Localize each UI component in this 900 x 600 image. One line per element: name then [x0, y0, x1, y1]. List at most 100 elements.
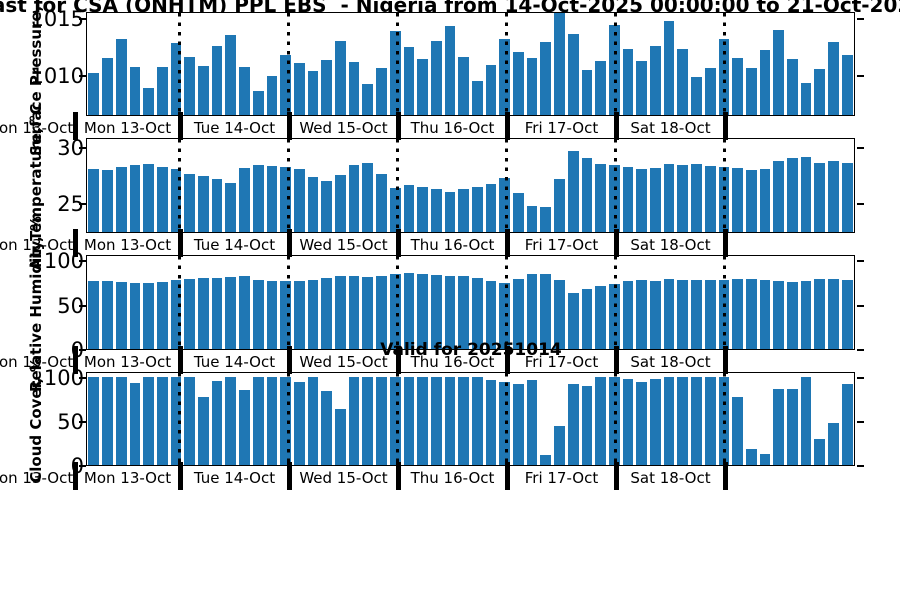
bar	[403, 377, 415, 465]
bar	[362, 84, 374, 115]
bar	[293, 169, 305, 232]
bar	[184, 173, 196, 232]
plot-area-2	[87, 139, 854, 232]
y-tick-mark-left	[79, 74, 86, 77]
y-tick-mark-right	[857, 202, 864, 205]
day-label: Tue 14-Oct	[193, 469, 276, 487]
bar	[677, 48, 689, 115]
day-label: Fri 17-Oct	[524, 353, 599, 371]
bar	[348, 164, 360, 232]
bar	[636, 381, 648, 465]
bar	[787, 58, 798, 115]
bar	[417, 58, 428, 115]
bar	[239, 66, 250, 115]
bar	[88, 377, 100, 465]
bar	[485, 183, 497, 232]
bar	[636, 169, 648, 232]
bar	[471, 278, 483, 349]
bar	[430, 377, 442, 465]
day-label: Mon 13-Oct	[83, 353, 172, 371]
day-boundary-tick	[72, 229, 78, 257]
bar	[759, 49, 771, 115]
bar	[581, 288, 593, 349]
bar	[650, 46, 661, 115]
bar	[376, 275, 387, 349]
axes-1	[86, 12, 855, 116]
bar	[745, 68, 757, 115]
bar	[526, 57, 538, 115]
bar	[636, 279, 648, 349]
bar	[581, 70, 593, 115]
bar	[335, 408, 346, 465]
bar	[211, 46, 223, 115]
bar	[650, 168, 661, 232]
day-boundary-tick	[722, 462, 728, 490]
axes-2	[86, 138, 855, 233]
y-tick-mark-right	[857, 421, 864, 424]
day-boundary-tick	[613, 112, 619, 140]
day-boundary-tick	[72, 112, 78, 140]
bar	[321, 60, 333, 115]
bar	[156, 377, 168, 465]
bar	[102, 57, 113, 115]
day-boundary-gridline	[178, 373, 181, 465]
bar	[622, 167, 634, 232]
bar	[800, 82, 812, 115]
y-tick-mark-left	[79, 377, 86, 380]
day-label: Tue 14-Oct	[193, 236, 276, 254]
bar	[841, 55, 853, 115]
y-tick-mark-left	[79, 146, 86, 149]
day-label: Fri 17-Oct	[524, 469, 599, 487]
bar	[745, 279, 757, 349]
y-tick-mark-left	[79, 421, 86, 424]
day-boundary-gridline	[396, 373, 399, 465]
bar	[458, 56, 470, 115]
bar	[170, 279, 182, 349]
bar	[430, 40, 442, 115]
bar	[841, 383, 853, 465]
bar	[650, 379, 661, 465]
day-boundary-gridline	[396, 256, 399, 349]
bar	[691, 163, 702, 232]
day-boundary-tick	[613, 462, 619, 490]
bar	[595, 61, 606, 115]
day-label: Thu 16-Oct	[410, 119, 495, 137]
bar	[513, 52, 524, 115]
day-label-clipped: Mon 13-Oct	[0, 469, 74, 487]
bar	[417, 377, 428, 465]
bar	[307, 177, 319, 232]
y-tick-mark-left	[79, 202, 86, 205]
bar	[499, 39, 511, 115]
bar	[622, 280, 634, 349]
bar	[170, 377, 182, 465]
bar	[389, 188, 401, 232]
bar	[266, 165, 278, 232]
day-boundary-tick	[504, 462, 510, 490]
bar	[348, 62, 360, 115]
bar	[526, 206, 538, 232]
bar	[321, 278, 333, 349]
bar	[417, 187, 428, 232]
y-tick-mark-left	[79, 17, 86, 20]
day-boundary-gridline	[505, 139, 508, 232]
bar	[115, 281, 127, 349]
y-tick-mark-left	[79, 304, 86, 307]
day-boundary-gridline	[287, 373, 290, 465]
bar	[280, 280, 291, 349]
bar	[198, 278, 209, 349]
y-tick-label: 1010	[30, 63, 84, 88]
bar	[841, 162, 853, 232]
day-label: Sat 18-Oct	[630, 236, 711, 254]
day-boundary-gridline	[723, 373, 726, 465]
bar	[526, 273, 538, 349]
bar	[280, 55, 291, 115]
bar	[759, 453, 771, 465]
day-boundary-gridline	[287, 139, 290, 232]
bar	[376, 377, 387, 465]
bar	[88, 169, 100, 232]
bar	[663, 279, 675, 349]
bar	[814, 69, 826, 115]
bar	[129, 382, 141, 465]
bar	[540, 454, 552, 465]
bar	[567, 151, 579, 232]
